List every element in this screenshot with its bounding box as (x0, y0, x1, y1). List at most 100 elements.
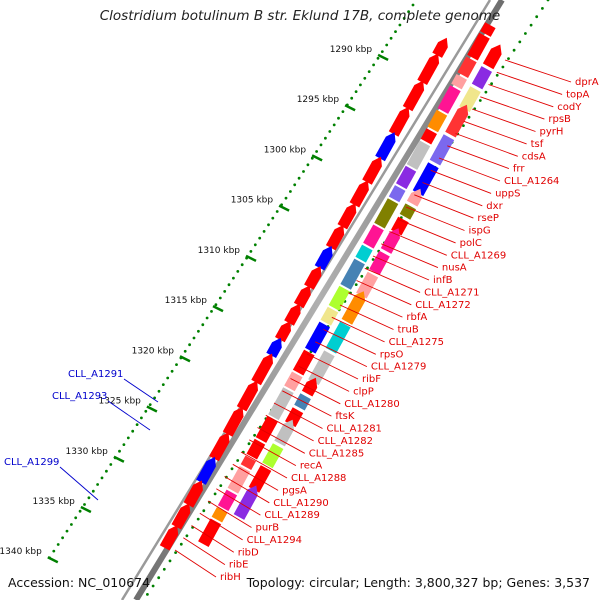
kbp-tick-label: 1300 kbp (264, 145, 307, 155)
gene-block (320, 306, 339, 326)
leader-line (290, 378, 341, 405)
gene-block (429, 134, 455, 166)
gene-label-ribd: ribD (238, 547, 259, 558)
gene-label-pyrh: pyrH (540, 127, 564, 138)
gene-arrow (159, 525, 179, 551)
leader-line (430, 169, 492, 194)
gene-block (301, 377, 318, 397)
gene-arrow (236, 380, 258, 412)
gene-label-dpra: dprA (575, 77, 599, 88)
gene-block (399, 203, 416, 220)
gene-label-cll_a1282: CLL_A1282 (318, 436, 373, 447)
gene-label-ribh: ribH (220, 572, 241, 583)
gene-label-purb: purB (256, 523, 280, 534)
leader-line (480, 96, 545, 120)
gene-block (457, 56, 477, 78)
gene-label-cody: codY (557, 102, 582, 113)
gene-label-cll_a1285: CLL_A1285 (309, 448, 364, 459)
gene-label-ispg: ispG (469, 226, 491, 237)
leader-line (356, 280, 412, 306)
gene-label-infb: infB (433, 275, 453, 286)
gene-arrow (325, 225, 345, 251)
gene-arrow (349, 180, 369, 208)
gene-label-ribe: ribE (229, 560, 249, 571)
leader-line (323, 329, 376, 355)
gene-label-cll_a1291: CLL_A1291 (68, 369, 123, 380)
leader-line (249, 439, 297, 466)
gene-label-cll_a1290: CLL_A1290 (273, 498, 328, 509)
gene-arrow (362, 156, 382, 185)
gene-arrow (293, 285, 311, 309)
leader-line (174, 549, 217, 578)
gene-block (459, 86, 481, 113)
outer-dotted-track (48, 3, 415, 560)
gene-block (374, 198, 399, 229)
leader-line (381, 243, 439, 269)
gene-label-rsep: rseP (477, 213, 499, 224)
gene-label-cll_a1280: CLL_A1280 (344, 399, 399, 410)
gene-block (355, 244, 373, 263)
gene-block (268, 387, 294, 421)
gene-arrow (275, 321, 291, 343)
kbp-tick-mark (278, 204, 290, 212)
leader-line (265, 414, 314, 442)
gene-label-cll_a1293: CLL_A1293 (52, 391, 107, 402)
gene-block (341, 291, 366, 325)
leader-line (199, 512, 243, 541)
leader-line (331, 316, 385, 343)
gene-label-rbfa: rbfA (406, 312, 427, 323)
gene-block (480, 22, 496, 37)
leader-line (232, 463, 279, 491)
leader-line (496, 71, 563, 95)
leader-line (372, 255, 430, 281)
gene-arrow (266, 337, 282, 358)
kbp-tick-mark (113, 455, 125, 463)
leader-line (315, 341, 368, 368)
leader-line (405, 206, 465, 231)
gene-block (255, 416, 278, 443)
kbp-tick-mark (179, 355, 191, 363)
kbp-tick-label: 1330 kbp (65, 447, 108, 457)
gene-block (328, 285, 350, 311)
gene-arrow (284, 303, 301, 326)
kbp-tick-mark (47, 556, 59, 564)
gene-block (198, 518, 222, 547)
gene-label-rpsb: rpsB (548, 114, 571, 125)
leader-line (455, 133, 518, 157)
leader-line (463, 120, 527, 145)
leader-line (107, 400, 151, 431)
gene-block (388, 185, 406, 203)
gene-arrow (251, 353, 273, 386)
gene-label-cll_a1299: CLL_A1299 (4, 457, 59, 468)
gene-block (240, 455, 256, 470)
leader-line (282, 390, 332, 417)
kbp-ticks: 1290 kbp 1295 kbp 1300 kbp 1305 kbp 1310 kbp… (0, 45, 389, 564)
gene-block (406, 188, 422, 207)
gene-block (420, 128, 437, 145)
leader-line (447, 145, 510, 170)
leader-line (488, 84, 554, 108)
gene-block (369, 250, 390, 275)
gene-label-cll_a1271: CLL_A1271 (424, 287, 479, 298)
gene-block (233, 485, 258, 520)
gene-label-rpso: rpsO (380, 349, 404, 360)
leader-line (306, 353, 359, 380)
gene-block (211, 507, 228, 523)
leader-line (191, 525, 235, 553)
leader-line (224, 476, 270, 504)
gene-block (325, 321, 351, 354)
gene-arrow (196, 456, 216, 485)
gene-block (246, 438, 266, 460)
gene-arrow (304, 266, 322, 290)
gene-label-cll_a1279: CLL_A1279 (371, 362, 426, 373)
gene-label-tsf: tsf (531, 139, 544, 150)
leader-line (339, 304, 394, 330)
gene-block (308, 350, 335, 386)
leader-line (183, 537, 226, 565)
gene-arrow (417, 53, 440, 85)
gene-arrow (209, 432, 230, 462)
gene-block (363, 224, 384, 249)
gene-label-trub: truB (398, 325, 419, 336)
